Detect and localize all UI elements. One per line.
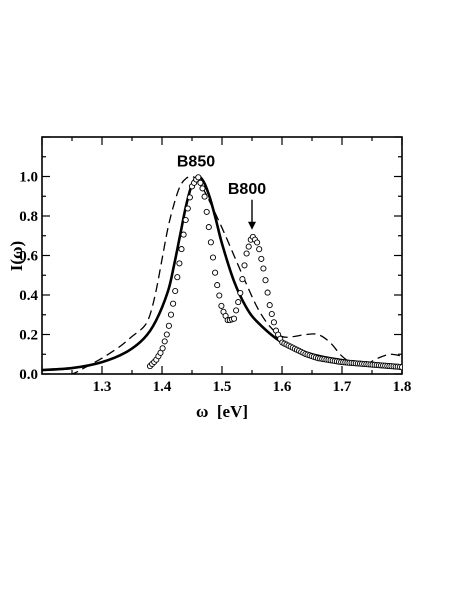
data-point <box>268 310 275 318</box>
data-point <box>398 364 402 371</box>
data-point <box>235 299 242 306</box>
x-tick-label: 1.6 <box>273 379 292 395</box>
x-tick-label: 1.3 <box>93 379 112 395</box>
axis-ticks <box>41 136 403 375</box>
data-point <box>159 345 166 352</box>
data-point <box>180 231 187 238</box>
y-tick-label: 0.8 <box>19 209 38 225</box>
data-point <box>167 311 175 318</box>
data-point <box>178 246 185 253</box>
data-point <box>199 185 206 192</box>
data-point <box>243 250 250 257</box>
data-point <box>233 307 240 314</box>
y-tick-label: 0.0 <box>19 367 38 383</box>
y-tick-label: 1.0 <box>19 170 38 186</box>
data-point <box>197 179 204 186</box>
x-tick-label: 1.4 <box>153 379 172 395</box>
data-point <box>195 174 202 181</box>
data-point <box>239 276 246 283</box>
data-point <box>237 289 244 297</box>
data-point <box>212 269 219 276</box>
data-point <box>184 205 191 212</box>
data-point <box>203 208 210 215</box>
data-point <box>260 265 267 272</box>
y-tick-labels: 0.0 0.2 0.4 0.6 0.8 1.0 <box>19 170 38 384</box>
x-tick-label: 1.8 <box>393 379 412 395</box>
b800-arrow-head <box>248 221 256 230</box>
data-point <box>170 300 177 307</box>
y-tick-label: 0.4 <box>19 288 38 304</box>
x-tick-labels: 1.3 1.4 1.5 1.6 1.7 1.8 <box>93 379 412 395</box>
series-layer <box>42 174 402 374</box>
data-point <box>207 239 214 246</box>
y-tick-label: 0.2 <box>19 328 38 344</box>
data-point <box>264 289 271 296</box>
data-point <box>182 216 189 224</box>
data-point <box>174 274 181 281</box>
series-dashed-line <box>69 175 402 374</box>
data-point <box>230 315 238 322</box>
data-point <box>216 292 223 299</box>
series-measured-points <box>146 174 402 371</box>
data-point <box>241 262 248 269</box>
data-point <box>201 193 208 200</box>
annotation-b800: B800 <box>228 181 266 198</box>
annotation-b850: B850 <box>177 154 215 171</box>
plot-frame <box>41 136 403 375</box>
data-point <box>172 287 179 295</box>
data-point <box>258 255 265 262</box>
y-tick-label: 0.6 <box>19 249 38 265</box>
data-point <box>245 243 252 250</box>
data-point <box>218 302 225 309</box>
data-point <box>209 254 217 261</box>
data-point <box>205 224 212 231</box>
data-point <box>163 331 170 338</box>
data-point <box>254 239 261 246</box>
data-point <box>256 246 263 253</box>
y-axis-title: I(ω) <box>7 241 26 271</box>
data-point <box>214 282 221 289</box>
data-point <box>266 302 273 309</box>
data-point <box>186 194 193 201</box>
x-tick-label: 1.7 <box>333 379 352 395</box>
data-point <box>165 322 172 329</box>
data-point <box>262 277 269 284</box>
data-point <box>161 338 168 345</box>
series-solid-line <box>42 175 402 372</box>
x-tick-label: 1.5 <box>213 379 232 395</box>
x-axis-title: ω [eV] <box>196 402 248 421</box>
data-point <box>270 319 277 326</box>
data-point <box>176 260 183 267</box>
